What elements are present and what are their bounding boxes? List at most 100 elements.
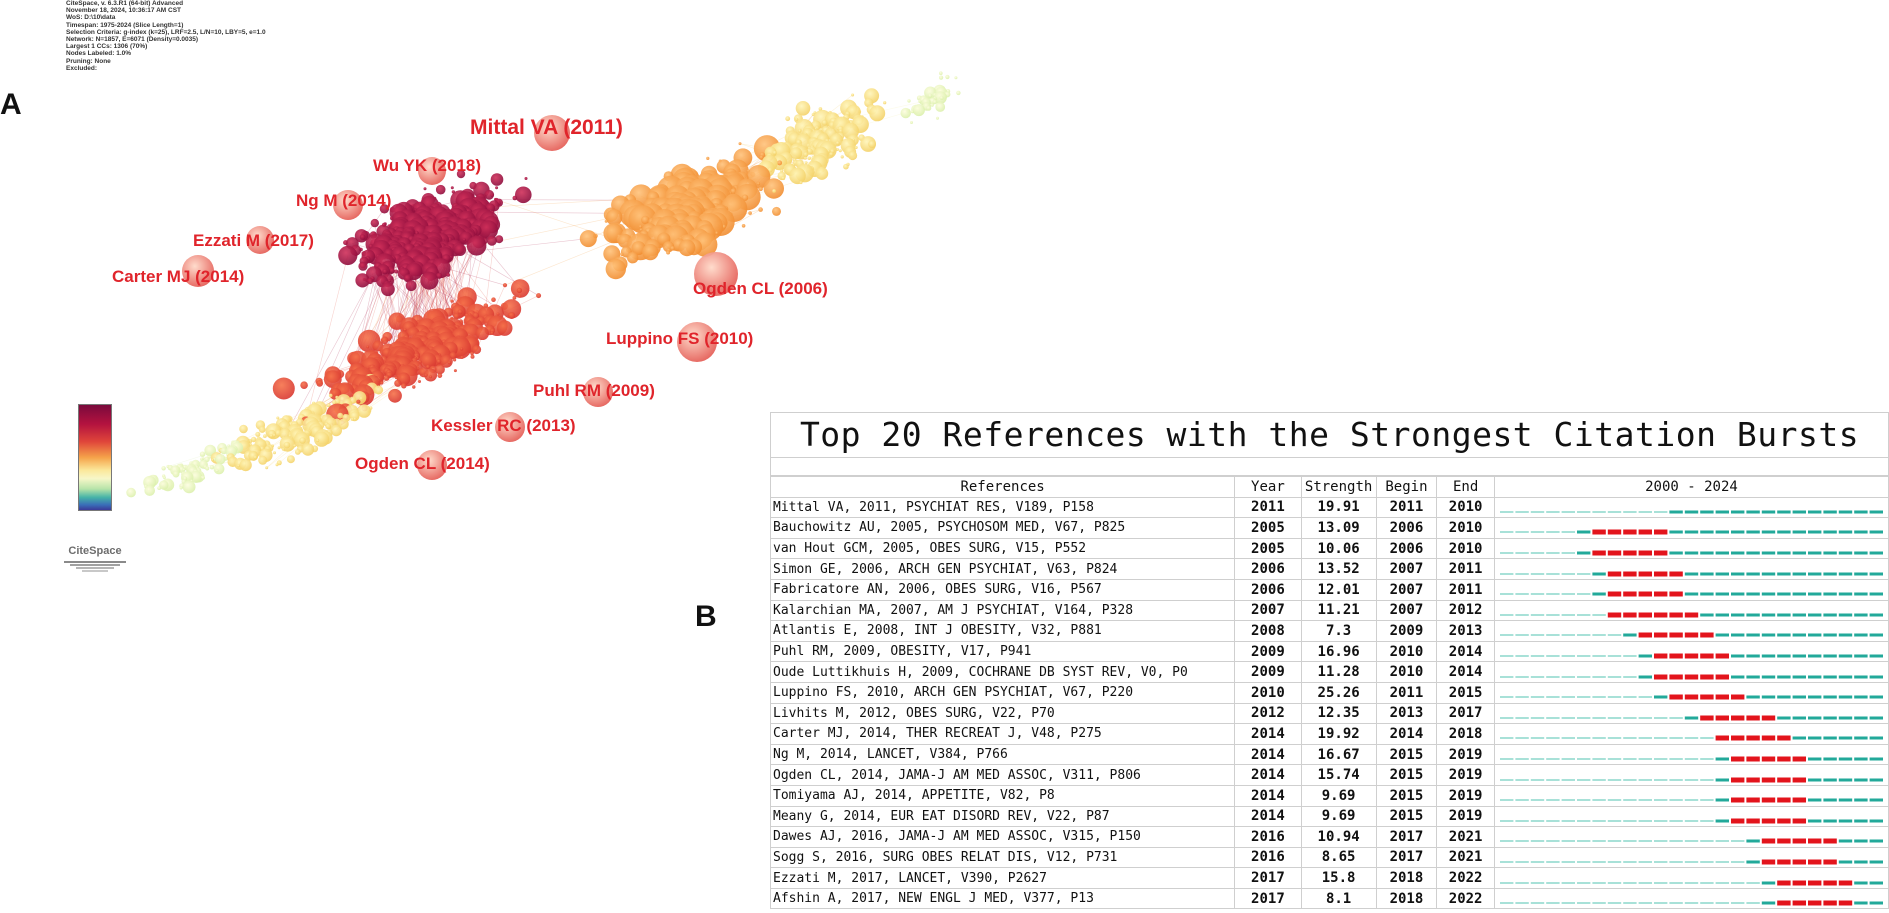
network-node — [453, 313, 460, 320]
timeline-segment — [1730, 592, 1745, 596]
hub-node — [333, 190, 363, 220]
burst-row: Oude Luttikhuis H, 2009, COCHRANE DB SYS… — [769, 661, 1889, 683]
strength-cell: 16.67 — [1300, 743, 1377, 766]
timeline-segment — [1838, 675, 1853, 679]
network-node — [251, 436, 257, 443]
timeline-segment — [1746, 530, 1760, 534]
burst-row: Tomiyama AJ, 2014, APPETITE, V82, P8 2014… — [769, 784, 1889, 807]
reference-cell: van Hout GCM, 2005, OBES SURG, V15, P552 — [769, 537, 1236, 560]
timeline-segment — [1515, 778, 1529, 781]
network-edge — [496, 199, 631, 201]
timeline-segment — [1530, 655, 1545, 658]
network-node — [359, 234, 366, 240]
timeline-segment — [1869, 881, 1883, 885]
timeline-segment — [1807, 695, 1822, 699]
timeline-segment — [1515, 799, 1529, 802]
burst-timeline-cell — [1493, 805, 1889, 828]
timeline-segment — [1546, 634, 1560, 637]
begin-cell: 2010 — [1375, 661, 1438, 683]
timeline-segment — [1823, 695, 1837, 699]
timeline-segment — [1854, 860, 1868, 864]
network-node — [928, 93, 933, 98]
network-node — [512, 296, 517, 300]
network-node — [484, 189, 495, 200]
network-node — [425, 364, 431, 369]
timeline-segment — [1576, 881, 1591, 884]
network-node — [715, 231, 719, 235]
timeline-segment — [1761, 675, 1776, 679]
timeline-segment — [1561, 860, 1575, 863]
network-node — [741, 224, 746, 228]
timeline-segment — [1669, 799, 1683, 802]
timeline-segment — [1499, 675, 1514, 678]
network-node — [381, 282, 395, 297]
burst-segment — [1700, 653, 1714, 659]
burst-row: Atlantis E, 2008, INT J OBESITY, V32, P8… — [769, 620, 1889, 642]
timeline-segment — [1653, 510, 1668, 513]
network-node — [215, 454, 226, 465]
timeline-segment — [1546, 778, 1560, 781]
year-cell: 2014 — [1234, 784, 1302, 807]
timeline-segment — [1761, 572, 1776, 576]
timeline-segment — [1854, 819, 1868, 823]
network-node — [512, 195, 518, 201]
year-cell: 2007 — [1234, 599, 1302, 622]
network-node — [436, 359, 442, 364]
year-cell: 2014 — [1234, 764, 1302, 786]
timeline-segment — [1838, 819, 1853, 823]
burst-segment — [1807, 838, 1822, 844]
network-node — [490, 173, 504, 186]
timeline-segment — [1546, 758, 1560, 761]
timeline-segment — [1854, 901, 1868, 905]
timeline-segment — [1700, 819, 1714, 822]
timeline-segment — [1715, 551, 1729, 555]
timeline-segment — [1700, 592, 1714, 596]
timeline-segment — [1761, 633, 1776, 637]
timeline-segment — [1838, 572, 1853, 576]
burst-segment — [1653, 632, 1668, 638]
burst-segment — [1638, 529, 1652, 535]
timeline-segment — [1623, 696, 1637, 699]
network-node — [851, 93, 855, 97]
burst-segment — [1638, 550, 1652, 556]
year-cell: 2011 — [1234, 496, 1302, 519]
strength-cell: 13.52 — [1300, 558, 1377, 580]
burst-timeline-cell — [1493, 661, 1889, 683]
burst-timeline-cell — [1493, 867, 1889, 889]
network-node — [439, 354, 453, 368]
end-cell: 2014 — [1436, 661, 1495, 683]
timeline-segment — [1653, 737, 1668, 740]
metadata-line: Nodes Labeled: 1.0% — [66, 50, 132, 58]
timeline-segment — [1761, 530, 1776, 534]
burst-segment — [1761, 859, 1776, 865]
burst-segment — [1777, 838, 1791, 844]
timeline-segment — [1546, 510, 1560, 513]
timeline-segment — [1530, 902, 1545, 905]
timeline-segment — [1684, 510, 1699, 514]
burst-segment — [1792, 777, 1806, 783]
begin-cell: 2017 — [1375, 826, 1438, 848]
network-node — [670, 246, 675, 251]
timeline-segment — [1515, 593, 1529, 596]
network-node — [730, 188, 737, 195]
hub-node — [417, 450, 447, 480]
timeline-segment — [1669, 530, 1683, 534]
timeline-segment — [1530, 860, 1545, 863]
network-node — [382, 269, 388, 275]
timeline-segment — [1499, 531, 1514, 534]
timeline-segment — [1576, 860, 1591, 863]
burst-segment — [1669, 694, 1683, 700]
network-node — [446, 273, 450, 277]
end-cell: 2015 — [1436, 681, 1495, 704]
timeline-segment — [1530, 716, 1545, 719]
year-cell: 2012 — [1234, 702, 1302, 725]
burst-segment — [1823, 838, 1837, 844]
timeline-segment — [1515, 655, 1529, 658]
burst-segment — [1715, 735, 1729, 741]
timeline-segment — [1700, 881, 1714, 884]
burst-segment — [1746, 777, 1760, 783]
network-node — [496, 312, 500, 316]
metadata-line: November 18, 2024, 10:36:17 AM CST — [66, 7, 182, 15]
timeline-segment — [1653, 819, 1668, 822]
timeline-segment — [1807, 592, 1822, 596]
